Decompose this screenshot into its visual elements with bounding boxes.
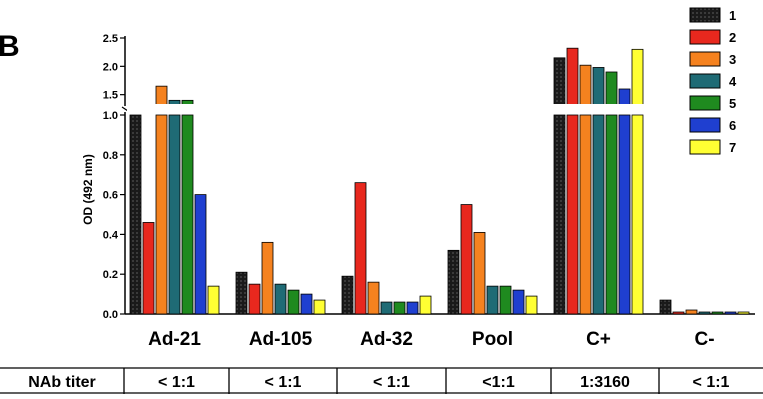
bar <box>461 205 472 314</box>
y-tick-label: 0.2 <box>103 269 118 281</box>
y-tick-label: 0.0 <box>103 309 118 321</box>
axis-break-band <box>127 104 763 113</box>
table-cell: < 1:1 <box>693 374 730 391</box>
legend-label: 1 <box>729 8 736 23</box>
bar <box>288 290 299 314</box>
table-cell: <1:1 <box>482 374 515 391</box>
bar <box>686 310 697 314</box>
bar <box>448 250 459 314</box>
x-category-label: C- <box>694 329 714 350</box>
bar <box>195 195 206 314</box>
bar <box>554 115 565 314</box>
bar <box>567 48 578 110</box>
bar <box>301 294 312 314</box>
y-tick-label: 1.0 <box>103 110 118 122</box>
legend-swatch <box>690 96 720 110</box>
bar <box>699 312 710 314</box>
legend-label: 6 <box>729 118 736 133</box>
bar <box>249 284 260 314</box>
bar <box>673 312 684 314</box>
y-axis-label: OD (492 nm) <box>81 154 95 225</box>
bar <box>738 312 749 314</box>
bar <box>275 284 286 314</box>
legend-label: 4 <box>729 74 737 89</box>
bar <box>500 286 511 314</box>
bar <box>712 312 723 314</box>
table-cell: < 1:1 <box>265 374 302 391</box>
bar <box>725 312 736 314</box>
legend-swatch <box>690 118 720 132</box>
table-cell: < 1:1 <box>373 374 410 391</box>
bar <box>394 302 405 314</box>
y-tick-label: 0.6 <box>103 190 118 202</box>
bar <box>606 115 617 314</box>
bar <box>169 115 180 314</box>
bar <box>368 282 379 314</box>
table-cell: 1:3160 <box>580 374 630 391</box>
x-category-label: Pool <box>472 329 513 350</box>
bar <box>554 58 565 110</box>
bar <box>567 115 578 314</box>
y-tick-label: 2.5 <box>103 33 118 45</box>
bar <box>619 115 630 314</box>
bar <box>526 296 537 314</box>
y-tick-label: 0.8 <box>103 150 118 162</box>
legend-label: 2 <box>729 30 736 45</box>
bar <box>236 272 247 314</box>
bar <box>660 300 671 314</box>
table-header-label: NAb titer <box>28 374 96 391</box>
legend-swatch <box>690 52 720 66</box>
bar <box>593 67 604 110</box>
x-category-label: C+ <box>586 329 611 350</box>
bar <box>632 49 643 110</box>
y-tick-label: 1.5 <box>103 90 118 102</box>
bar <box>130 115 141 314</box>
legend-swatch <box>690 140 720 154</box>
legend-label: 3 <box>729 52 736 67</box>
bar <box>262 242 273 314</box>
bar <box>487 286 498 314</box>
bar <box>593 115 604 314</box>
bar <box>407 302 418 314</box>
table-cell: < 1:1 <box>158 374 195 391</box>
x-category-label: Ad-105 <box>249 329 313 350</box>
bar <box>632 115 643 314</box>
bar <box>420 296 431 314</box>
bar <box>580 115 591 314</box>
y-tick-label: 0.4 <box>103 229 119 241</box>
bar <box>208 286 219 314</box>
legend-label: 7 <box>729 140 736 155</box>
legend-swatch <box>690 74 720 88</box>
bar <box>342 276 353 314</box>
bar <box>474 232 485 314</box>
bar <box>314 300 325 314</box>
bar <box>355 183 366 314</box>
legend-swatch <box>690 30 720 44</box>
x-category-label: Ad-32 <box>360 329 413 350</box>
x-category-label: Ad-21 <box>148 329 201 350</box>
bar <box>580 65 591 110</box>
bar <box>156 115 167 314</box>
bar <box>381 302 392 314</box>
legend-label: 5 <box>729 96 736 111</box>
bar <box>182 115 193 314</box>
bar <box>513 290 524 314</box>
y-tick-label: 2.0 <box>103 61 118 73</box>
legend-swatch <box>690 8 720 22</box>
bar <box>143 222 154 314</box>
panel-letter: B <box>0 30 20 64</box>
